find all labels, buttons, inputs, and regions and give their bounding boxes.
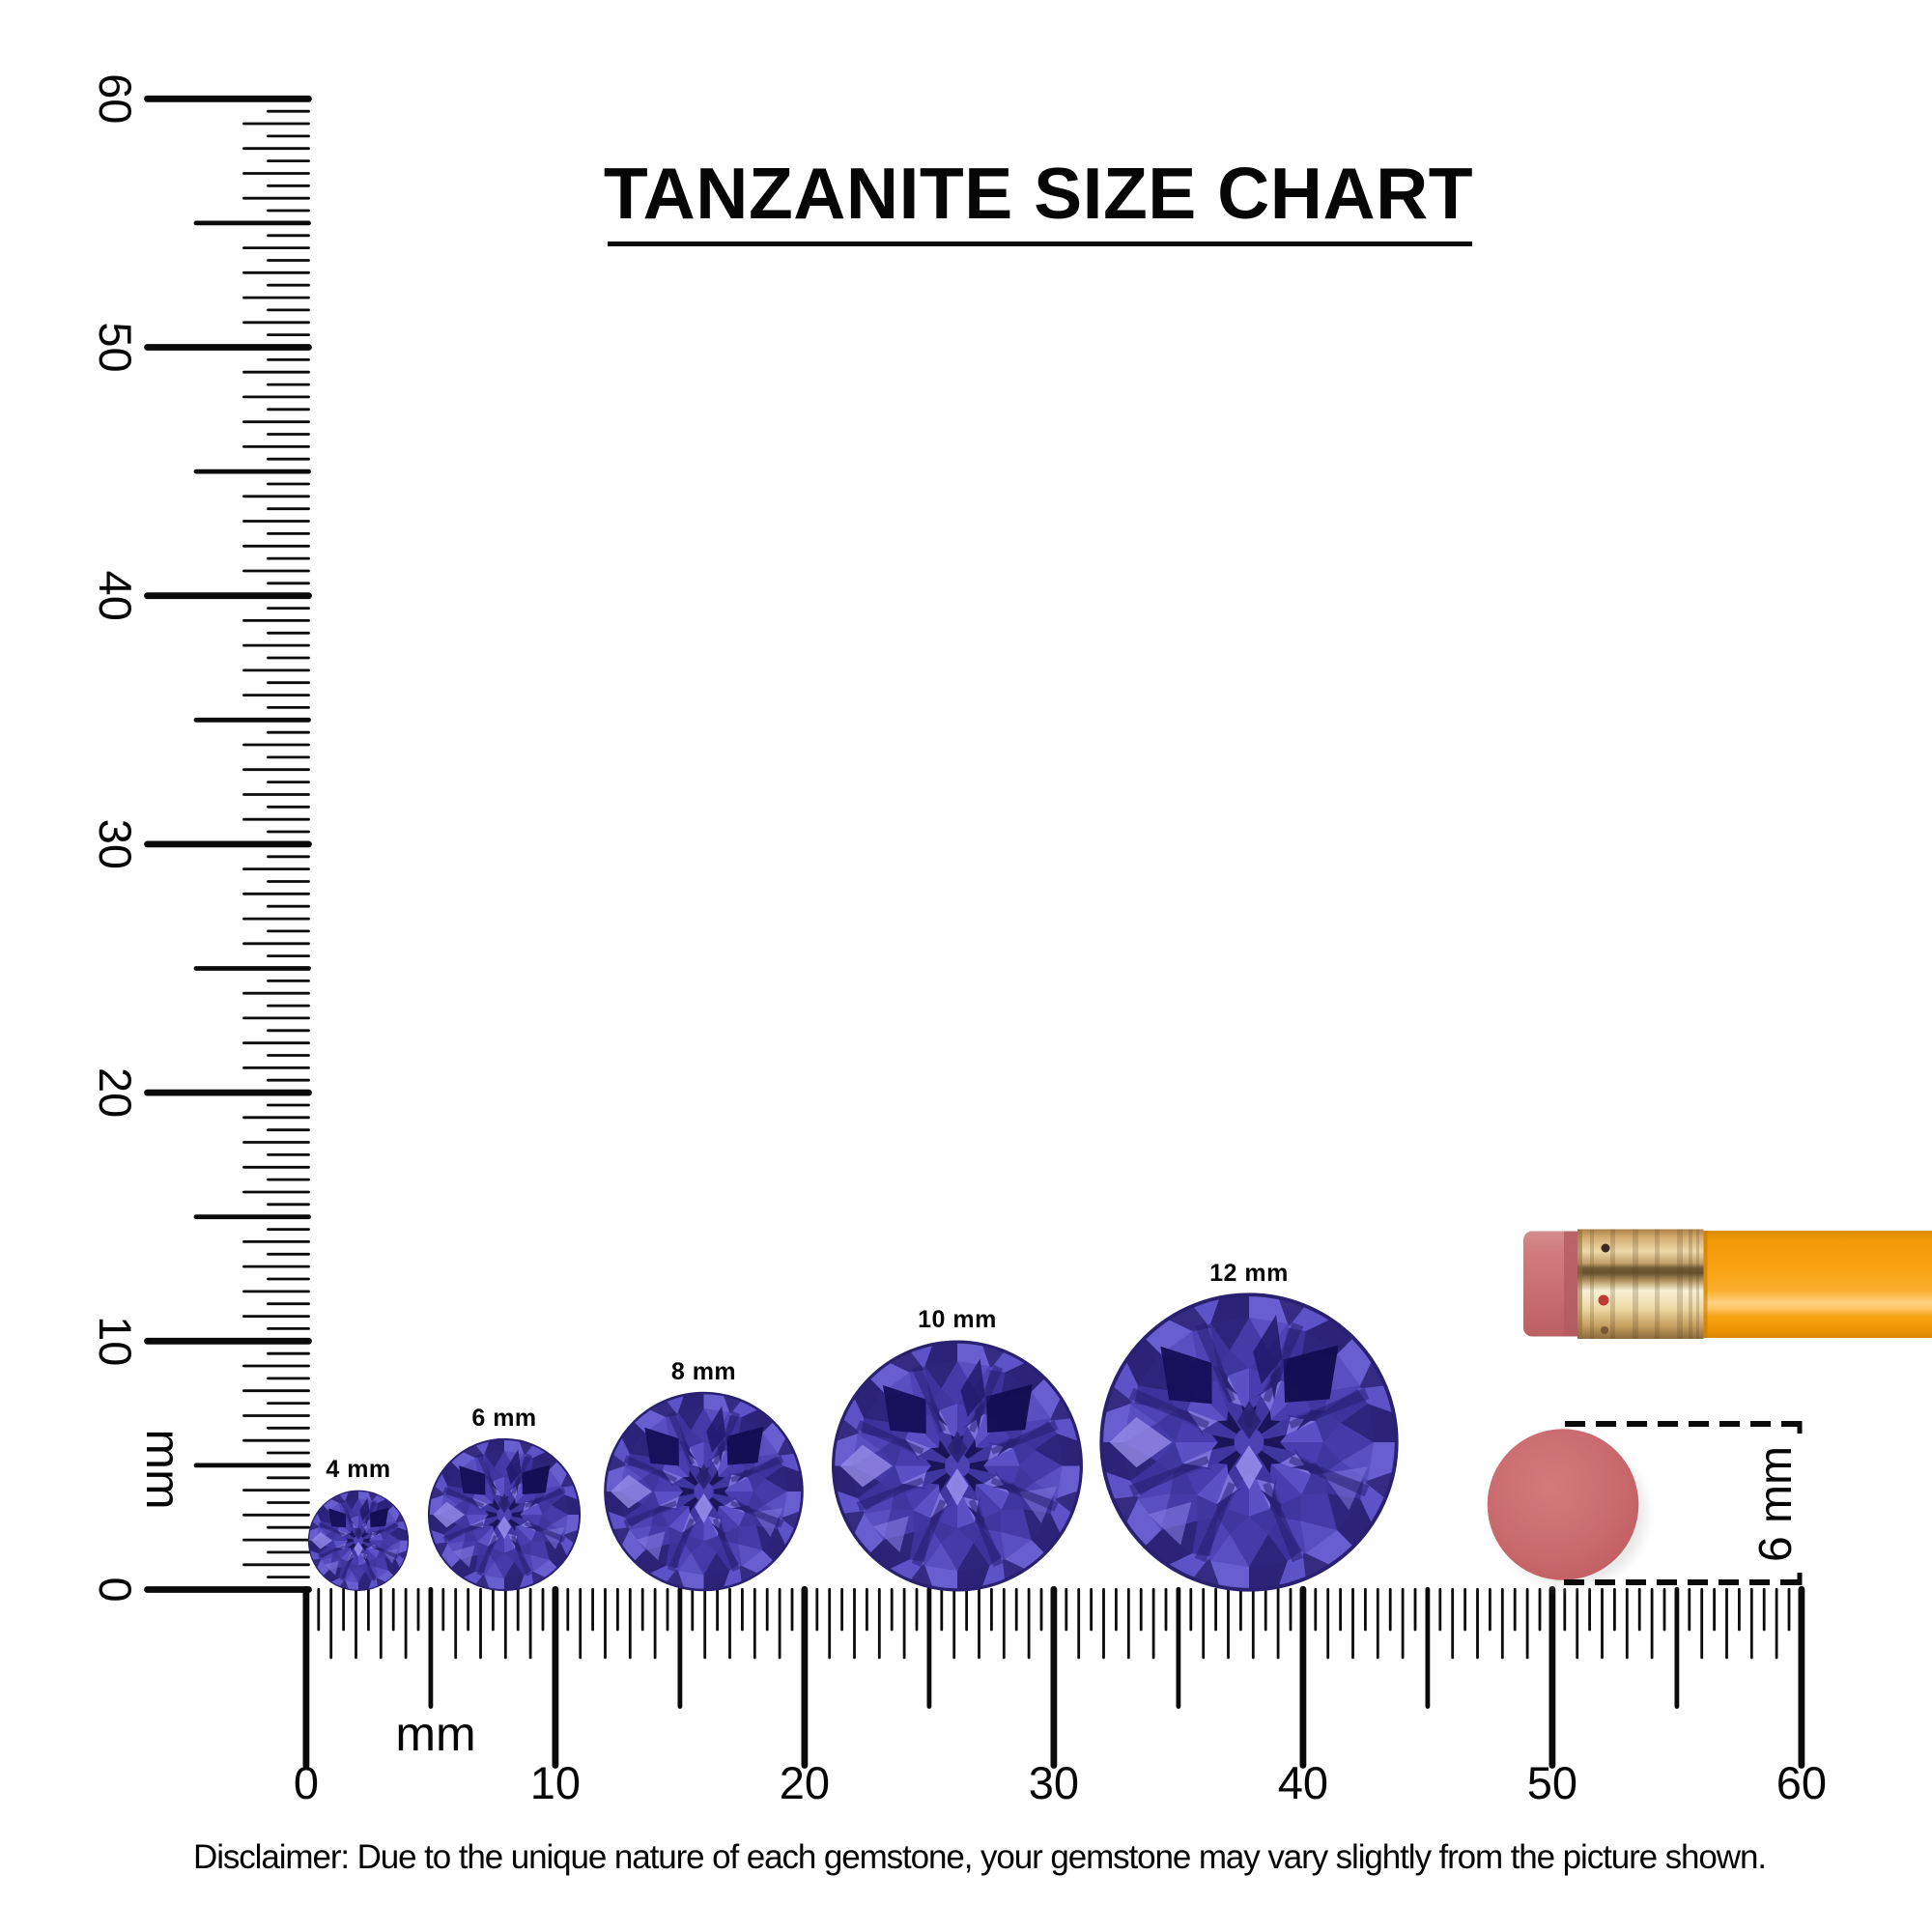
svg-text:6 mm: 6 mm	[1750, 1446, 1802, 1562]
svg-text:60: 60	[1776, 1757, 1827, 1808]
svg-text:30: 30	[1029, 1757, 1079, 1808]
svg-text:0: 0	[294, 1757, 319, 1808]
svg-text:TANZANITE SIZE CHART: TANZANITE SIZE CHART	[604, 153, 1473, 234]
svg-text:10: 10	[90, 1316, 141, 1366]
svg-text:10 mm: 10 mm	[918, 1306, 997, 1333]
svg-text:12 mm: 12 mm	[1209, 1260, 1289, 1287]
svg-text:40: 40	[90, 571, 141, 621]
svg-text:mm: mm	[136, 1429, 190, 1509]
svg-text:Disclaimer: Due to the unique: Disclaimer: Due to the unique nature of …	[193, 1838, 1766, 1876]
svg-text:50: 50	[90, 322, 141, 372]
svg-text:10: 10	[530, 1757, 581, 1808]
svg-text:50: 50	[1527, 1757, 1577, 1808]
svg-text:20: 20	[780, 1757, 830, 1808]
svg-text:30: 30	[90, 819, 141, 869]
svg-text:8 mm: 8 mm	[671, 1358, 736, 1385]
svg-text:40: 40	[1278, 1757, 1328, 1808]
svg-text:mm: mm	[395, 1707, 475, 1761]
svg-text:20: 20	[90, 1067, 141, 1118]
svg-text:4 mm: 4 mm	[326, 1456, 390, 1483]
svg-text:60: 60	[90, 73, 141, 124]
svg-text:0: 0	[90, 1577, 141, 1602]
svg-text:6 mm: 6 mm	[471, 1405, 536, 1432]
